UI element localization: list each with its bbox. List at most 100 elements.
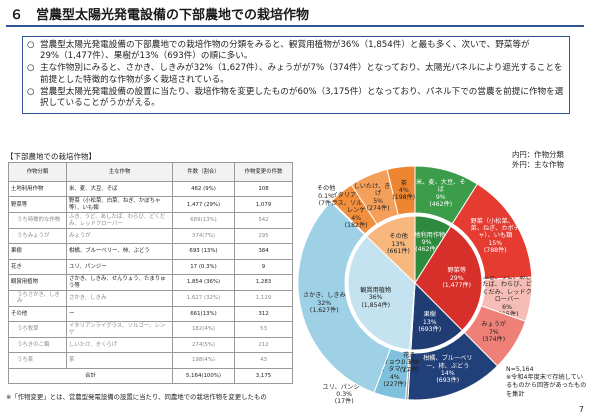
label-name: 観賞用植物	[360, 286, 392, 294]
label-box: さかき、しきみ 32% (1,627件)	[297, 284, 351, 324]
ring-legend: 内円：作物分類 外円：主な作物	[512, 150, 564, 170]
label-count-label: (198件)	[392, 194, 416, 202]
table-cell: 43	[234, 352, 293, 369]
footnote: ※「作物変更」とは、営農型発電設備の設置に当たり、同農地での栽培作物を変更したも…	[6, 393, 267, 401]
label-count-label: (227件)	[383, 381, 407, 389]
summary-box: 営農型太陽光発電設備の下部農地での栽培作物の分類をみると、観賞用植物が36%（1…	[22, 36, 570, 115]
table-row: うち特徴的な作物 ふき、うど、あしたば、わらび、どくだみ、レッドクローバー 689(…	[8, 212, 293, 230]
label-pct-label: 0.3%	[401, 359, 418, 367]
label-name: 野菜（小松菜、白菜、ねぎ、カボチャ）、いも類	[470, 217, 521, 240]
label-name: イタリアンライグラス、ソルゴー、レンゲ	[331, 192, 381, 215]
legend-outer: 外円：主な作物	[512, 160, 564, 169]
label-pct-label: 4%	[351, 214, 362, 222]
label-count-label: (693件)	[418, 325, 442, 333]
label-name: しいたけ、きくらげ	[353, 182, 403, 198]
label-box: 野菜（小松菜、白菜、ねぎ、カボチャ）、いも類 15% (788件)	[468, 216, 522, 256]
bullet: 営農型太陽光発電設備の下部農地での栽培作物の分類をみると、観賞用植物が36%（1…	[27, 40, 565, 62]
label-box: 観賞用植物 36% (1,854件)	[350, 278, 402, 318]
label-box: 米、麦、大豆、そば 9% (462件)	[414, 174, 468, 214]
label-pct-label: 15%	[488, 239, 503, 247]
table-cell: 合計	[8, 367, 173, 385]
label-name: その他	[316, 185, 336, 193]
table-caption: 【下部農地での栽培作物】	[6, 152, 96, 161]
label-box: みょうが 7% (374件)	[467, 312, 521, 352]
label-count-label: (274件)	[366, 205, 390, 213]
label-pct-label: 9%	[421, 238, 432, 246]
label-count-label: (374件)	[482, 336, 506, 344]
table-row: その他ー 661(13%) 312	[8, 305, 293, 323]
label-count-label: (315件)	[495, 310, 519, 317]
label-count-label: (1,627件)	[309, 307, 339, 315]
label-name: 土地利用作物	[408, 231, 446, 239]
table-row: うちさかき、しきみ さかき、しきみ 1,627 (32%) 1,129	[8, 290, 293, 307]
label-box: 土地利用作物 9% (462件)	[401, 223, 453, 263]
label-name: ふき、うど、あしたば、わらび、どくだみ、レッドクローバー	[482, 276, 532, 304]
label-count-label: (7件)	[318, 200, 334, 208]
label-pct-label: 32%	[317, 299, 332, 307]
label-pct-label: 13%	[422, 318, 437, 326]
bullet: 主な作物別にみると、さかき、しきみが32%（1,627件）、みょうがが7%（37…	[27, 63, 565, 85]
slice-label: 花き0.3%(17件)	[378, 343, 440, 383]
label-pct-label: 6%	[502, 303, 512, 311]
label-box: センリョウ、マホニア、タマリュウ 4% (227件)	[368, 354, 422, 394]
label-name: 米、麦、大豆、そば	[416, 178, 466, 194]
label-count-label: (462件)	[415, 246, 439, 254]
label-count-label: (661件)	[387, 248, 410, 256]
inner-slice	[347, 235, 416, 351]
label-box: 果樹 13% (693件)	[404, 302, 456, 342]
label-pct-label: 29%	[449, 274, 464, 282]
label-box: 茶 4% (198件)	[377, 171, 431, 211]
label-name: さかき、しきみ	[302, 292, 346, 300]
label-name: みょうが	[481, 321, 507, 329]
label-count-label: (788件)	[483, 247, 507, 255]
inner-slice	[410, 281, 463, 351]
label-name: 柑橘、ブルーベリー、柿、ぶどう	[423, 355, 473, 370]
outer-slice	[297, 201, 392, 394]
label-name: その他	[389, 233, 408, 241]
table-row: 土地利用作物 米、麦、大豆、そば 462 (9%) 108	[8, 180, 293, 198]
table-body: 土地利用作物 米、麦、大豆、そば 462 (9%) 108 野菜等 野菜（小松菜、白菜、ね…	[8, 180, 293, 385]
table-cell: 3,175	[234, 367, 293, 385]
table-row: 果樹 柑橘、ブルーベリー、柿、ぶどう 693 (13%) 384	[8, 243, 293, 260]
label-count-label: (462件)	[429, 201, 453, 209]
label-box: その他 13% (661件)	[373, 224, 425, 264]
label-count-label: (17件)	[334, 398, 354, 406]
label-box: イタリアンライグラス、ソルゴー、レンゲ 4% (182件)	[329, 191, 383, 231]
header-cell: 件数（割合）	[172, 162, 235, 182]
label-name: 花き	[403, 351, 416, 359]
table-row: 観賞用植物 さかき、しきみ、せんりょう、たまりゅう等 1,854 (36%) 1,28…	[8, 274, 293, 291]
legend-inner: 内円：作物分類	[512, 150, 564, 159]
slice-label: 米、麦、大豆、そば9%(462件)	[414, 174, 468, 214]
table-row: 花き ユリ、パンジー 17 (0.3%) 9	[8, 258, 293, 276]
title-rule	[6, 25, 584, 27]
table-cell: 108	[234, 180, 293, 198]
inner-slice	[366, 215, 416, 285]
label-name: 野菜等	[447, 267, 467, 275]
label-pct-label: 36%	[368, 294, 383, 302]
label-box: 花き 0.3% (17件)	[378, 343, 440, 383]
label-pct-label: 14%	[440, 370, 455, 377]
label-box: 柑橘、ブルーベリー、柿、ぶどう 14% (693件)	[421, 350, 475, 390]
header-cell: 作物変更の件数	[234, 162, 293, 182]
table-cell: その他	[8, 305, 67, 323]
table-cell: 野菜（小松菜、白菜、ねぎ、かぼちゃ等）、いも類	[66, 196, 173, 214]
label-box: 野菜等 29% (1,477件)	[431, 258, 483, 298]
sample-size: N=5,164	[506, 366, 534, 373]
label-name: センリョウ、マホニア、タマリュウ	[370, 358, 420, 374]
slide-title: ６ 営農型太陽光発電設備の下部農地での栽培作物	[10, 8, 310, 23]
label-count-label: (1,477件)	[442, 282, 472, 290]
label-box: しいたけ、きくらげ 5% (274件)	[351, 178, 405, 218]
label-box: ユリ、パンジー 0.3% (17件)	[313, 375, 375, 415]
label-pct-label: 4%	[398, 186, 409, 194]
table-row: うち茶茶 198(4%) 43	[8, 352, 293, 369]
